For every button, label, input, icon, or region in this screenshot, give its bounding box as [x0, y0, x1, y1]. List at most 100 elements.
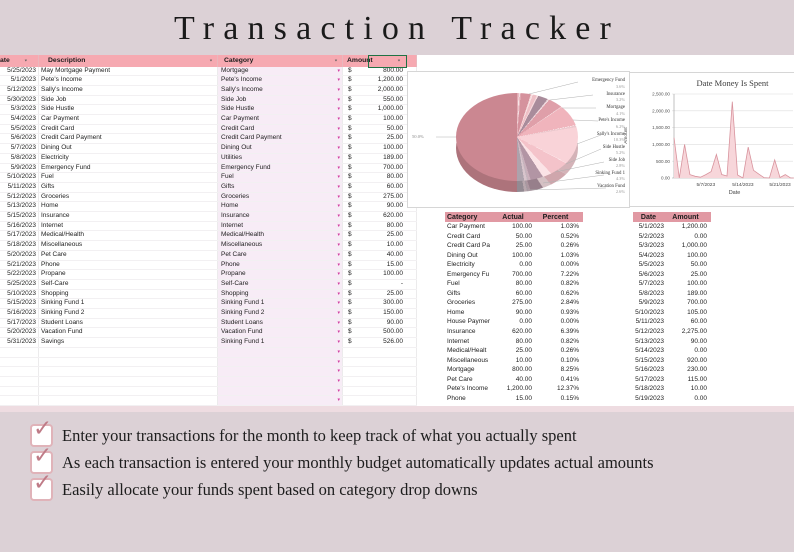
cell-category[interactable]: Fuel ▾ [217, 172, 343, 183]
cell-amount[interactable]: $50.00 [342, 124, 417, 135]
cell-date[interactable]: 5/13/2023 [0, 201, 39, 213]
date-summary-row[interactable]: 5/8/2023 189.00 [633, 289, 711, 299]
transaction-row[interactable]: 5/5/2023 Credit Card Credit Card ▾ $50.00 [0, 124, 417, 135]
transaction-row[interactable]: 5/16/2023 Sinking Fund 2 Sinking Fund 2 ▾ $1… [0, 308, 417, 319]
date-summary-row[interactable]: 5/12/2023 2,275.00 [633, 327, 711, 337]
dropdown-arrow-icon[interactable]: ▾ [337, 174, 340, 181]
cell-description[interactable]: Phone [38, 260, 218, 271]
transaction-row[interactable]: 5/8/2023 Electricity Utilities ▾ $189.00 [0, 153, 417, 164]
date-summary-row[interactable]: 5/2/2023 0.00 [633, 232, 711, 242]
cell-description[interactable] [38, 347, 218, 358]
filter-icon[interactable]: ▼ [334, 58, 338, 63]
dropdown-arrow-icon[interactable]: ▾ [337, 377, 340, 384]
dropdown-arrow-icon[interactable]: ▾ [337, 358, 340, 365]
cell-category[interactable]: Pete's Income ▾ [217, 75, 343, 86]
cell-category[interactable]: Sinking Fund 1 ▾ [217, 298, 343, 310]
date-summary-row[interactable]: 5/16/2023 230.00 [633, 365, 711, 375]
empty-transaction-row[interactable]: ▾ [0, 395, 417, 406]
cell-date[interactable]: 5/25/2023 [0, 279, 39, 290]
dropdown-arrow-icon[interactable]: ▾ [337, 242, 340, 249]
date-summary-row[interactable]: 5/18/2023 10.00 [633, 384, 711, 394]
dropdown-arrow-icon[interactable]: ▾ [337, 397, 340, 404]
cell-date[interactable]: 5/16/2023 [0, 308, 39, 319]
dropdown-arrow-icon[interactable]: ▾ [337, 300, 340, 307]
date-summary-row[interactable]: 5/11/2023 60.00 [633, 317, 711, 327]
transaction-row[interactable]: 5/20/2023 Pet Care Pet Care ▾ $40.00 [0, 250, 417, 261]
cell-category[interactable]: Insurance ▾ [217, 211, 343, 222]
transaction-row[interactable]: 5/10/2023 Shopping Shopping ▾ $25.00 [0, 289, 417, 300]
dropdown-arrow-icon[interactable]: ▾ [337, 261, 340, 268]
cell-description[interactable]: Car Payment [38, 114, 218, 125]
cell-description[interactable]: Fuel [38, 172, 218, 183]
date-summary-row[interactable]: 5/14/2023 0.00 [633, 346, 711, 356]
transaction-row[interactable]: 5/1/2023 Pete's Income Pete's Income ▾ $1,20… [0, 75, 417, 86]
cell-description[interactable]: Internet [38, 221, 218, 232]
transaction-row[interactable]: 5/11/2023 Gifts Gifts ▾ $60.00 [0, 182, 417, 193]
cell-date[interactable]: 5/9/2023 [0, 163, 39, 174]
cell-date[interactable]: 5/8/2023 [0, 153, 39, 164]
cell-category[interactable]: ▾ [217, 347, 343, 358]
cell-category[interactable]: Gifts ▾ [217, 182, 343, 193]
cell-amount[interactable]: $80.00 [342, 221, 417, 232]
summary-row[interactable]: Phone 15.00 0.15% [445, 394, 583, 404]
cell-amount[interactable]: $80.00 [342, 172, 417, 183]
cell-description[interactable]: Insurance [38, 211, 218, 222]
cell-date[interactable] [0, 376, 39, 387]
column-header-date[interactable]: ate ▼ [0, 55, 39, 67]
transaction-row[interactable]: 5/15/2023 Sinking Fund 1 Sinking Fund 1 ▾ $3… [0, 298, 417, 310]
cell-amount[interactable]: $526.00 [342, 337, 417, 348]
cell-amount[interactable]: $189.00 [342, 153, 417, 164]
filter-icon[interactable]: ▼ [209, 58, 213, 63]
dropdown-arrow-icon[interactable]: ▾ [337, 213, 340, 220]
empty-transaction-row[interactable]: ▾ [0, 357, 417, 368]
cell-description[interactable]: Side Hustle [38, 104, 218, 116]
cell-amount[interactable] [342, 357, 417, 368]
cell-description[interactable]: Self-Care [38, 279, 218, 290]
cell-amount[interactable]: $2,000.00 [342, 85, 417, 96]
dropdown-arrow-icon[interactable]: ▾ [337, 232, 340, 239]
cell-category[interactable]: ▾ [217, 366, 343, 377]
cell-date[interactable] [0, 395, 39, 406]
cell-description[interactable] [38, 357, 218, 368]
cell-description[interactable] [38, 366, 218, 377]
cell-amount[interactable]: $100.00 [342, 114, 417, 125]
cell-amount[interactable]: $700.00 [342, 163, 417, 174]
empty-transaction-row[interactable]: ▾ [0, 366, 417, 377]
cell-amount[interactable]: $1,200.00 [342, 75, 417, 86]
cell-category[interactable]: ▾ [217, 395, 343, 406]
cell-date[interactable]: 5/21/2023 [0, 260, 39, 271]
summary-row[interactable]: Internet 80.00 0.82% [445, 337, 583, 347]
cell-amount[interactable]: $25.00 [342, 289, 417, 300]
summary-row[interactable]: Miscellaneous 10.00 0.10% [445, 356, 583, 366]
filter-icon[interactable]: ▼ [23, 58, 28, 63]
cell-amount[interactable]: $25.00 [342, 230, 417, 242]
cell-category[interactable]: Propane ▾ [217, 269, 343, 280]
dropdown-arrow-icon[interactable]: ▾ [337, 106, 340, 113]
cell-description[interactable]: Student Loans [38, 318, 218, 329]
cell-category[interactable]: Phone ▾ [217, 260, 343, 271]
transaction-row[interactable]: 5/17/2023 Medical/Health Medical/Health ▾ $2… [0, 230, 417, 242]
cell-description[interactable]: Vacation Fund [38, 327, 218, 339]
transaction-row[interactable]: 5/18/2023 Miscellaneous Miscellaneous ▾ $10.… [0, 240, 417, 251]
cell-description[interactable]: Side Job [38, 95, 218, 106]
date-summary-row[interactable]: 5/1/2023 1,200.00 [633, 222, 711, 232]
cell-amount[interactable] [342, 347, 417, 358]
dropdown-arrow-icon[interactable]: ▾ [337, 387, 340, 394]
cell-category[interactable]: ▾ [217, 386, 343, 397]
cell-amount[interactable]: $1,000.00 [342, 104, 417, 116]
dropdown-arrow-icon[interactable]: ▾ [337, 135, 340, 142]
summary-row[interactable]: House Paymer 0.00 0.00% [445, 317, 583, 327]
cell-amount[interactable] [342, 376, 417, 387]
cell-amount[interactable]: $90.00 [342, 201, 417, 213]
cell-date[interactable]: 5/20/2023 [0, 250, 39, 261]
cell-amount[interactable]: $40.00 [342, 250, 417, 261]
cell-amount[interactable]: $25.00 [342, 133, 417, 145]
summary-row[interactable]: Pete's Income 1,200.00 12.37% [445, 384, 583, 394]
cell-date[interactable]: 5/20/2023 [0, 327, 39, 339]
cell-category[interactable]: Sinking Fund 1 ▾ [217, 337, 343, 348]
transaction-row[interactable]: 5/15/2023 Insurance Insurance ▾ $620.00 [0, 211, 417, 222]
column-header-category[interactable]: Category ▼ [217, 55, 343, 67]
cell-description[interactable] [38, 386, 218, 397]
cell-amount[interactable]: $550.00 [342, 95, 417, 106]
cell-description[interactable]: Pete's Income [38, 75, 218, 86]
